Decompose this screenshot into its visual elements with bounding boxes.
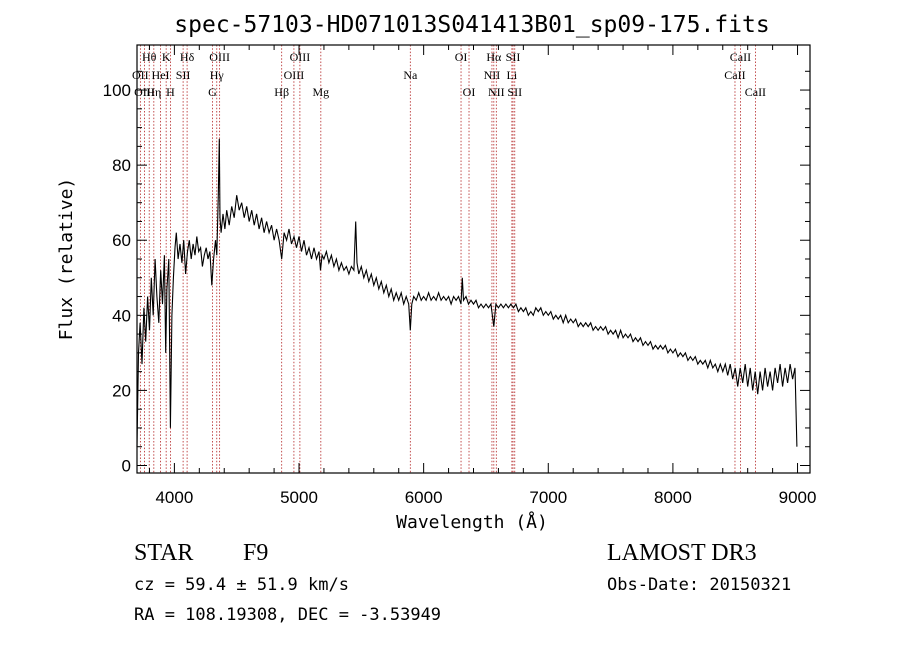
x-tick-label-1: 5000	[280, 488, 318, 507]
line-label-2: OIII	[134, 85, 155, 99]
x-tick-label-5: 9000	[779, 488, 817, 507]
coordinates: RA = 108.19308, DEC = -3.53949	[134, 605, 441, 625]
x-tick-label-3: 7000	[529, 488, 567, 507]
y-tick-label-1: 20	[112, 381, 131, 400]
line-label-19: NII	[484, 68, 501, 82]
line-label-14: OIII	[290, 50, 311, 64]
line-label-12: Hβ	[274, 85, 289, 99]
line-label-15: Mg	[312, 85, 329, 99]
line-label-23: Li	[507, 68, 518, 82]
line-label-5: K	[162, 50, 171, 64]
line-label-4: HeI	[152, 68, 170, 82]
line-label-22: SII	[506, 50, 521, 64]
line-label-10: Hγ	[210, 68, 225, 82]
y-tick-label-2: 40	[112, 306, 131, 325]
x-axis-label: Wavelength (Å)	[396, 511, 548, 533]
line-label-13: OIII	[284, 68, 305, 82]
plot-frame	[136, 44, 811, 474]
y-tick-label-5: 100	[103, 81, 131, 100]
line-label-11: OIII	[209, 50, 230, 64]
spectral-line-labels: HθOIIOIIIHηHeIKHSIIHδGHγOIIIHβOIIIOIIIMg…	[132, 50, 766, 99]
spectrum-series-line	[136, 138, 798, 447]
line-label-18: OI	[463, 85, 476, 99]
line-label-17: OI	[455, 50, 468, 64]
chart-title: spec-57103-HD071013S041413B01_sp09-175.f…	[174, 12, 769, 38]
line-label-21: NII	[488, 85, 505, 99]
x-tick-label-2: 6000	[405, 488, 443, 507]
line-label-20: Hα	[486, 50, 502, 64]
line-label-0: Hθ	[142, 50, 157, 64]
line-label-8: Hδ	[180, 50, 195, 64]
survey-name: LAMOST DR3	[607, 540, 757, 566]
line-label-3: Hη	[146, 85, 161, 99]
y-axis-ticks: 0 20 40 60 80 100	[103, 70, 810, 475]
object-class: STAR	[134, 540, 193, 566]
y-tick-label-0: 0	[122, 456, 131, 475]
x-tick-label-4: 8000	[654, 488, 692, 507]
line-label-27: CaII	[745, 85, 766, 99]
line-label-7: SII	[176, 68, 191, 82]
spectral-line-markers	[139, 45, 756, 473]
x-axis-ticks: 4000 5000 6000 7000 8000 9000	[148, 45, 817, 507]
observation-date: Obs-Date: 20150321	[607, 575, 791, 595]
x-tick-label-0: 4000	[155, 488, 193, 507]
line-label-6: H	[166, 85, 175, 99]
y-axis-label: Flux (relative)	[56, 178, 77, 341]
object-subclass: F9	[243, 540, 268, 566]
line-label-26: CaII	[730, 50, 751, 64]
line-label-25: CaII	[724, 68, 745, 82]
y-tick-label-3: 60	[112, 231, 131, 250]
line-label-1: OII	[132, 68, 149, 82]
line-label-24: SII	[507, 85, 522, 99]
line-label-16: Na	[403, 68, 418, 82]
redshift-cz: cz = 59.4 ± 51.9 km/s	[134, 575, 349, 595]
y-tick-label-4: 80	[112, 156, 131, 175]
line-label-9: G	[208, 85, 217, 99]
